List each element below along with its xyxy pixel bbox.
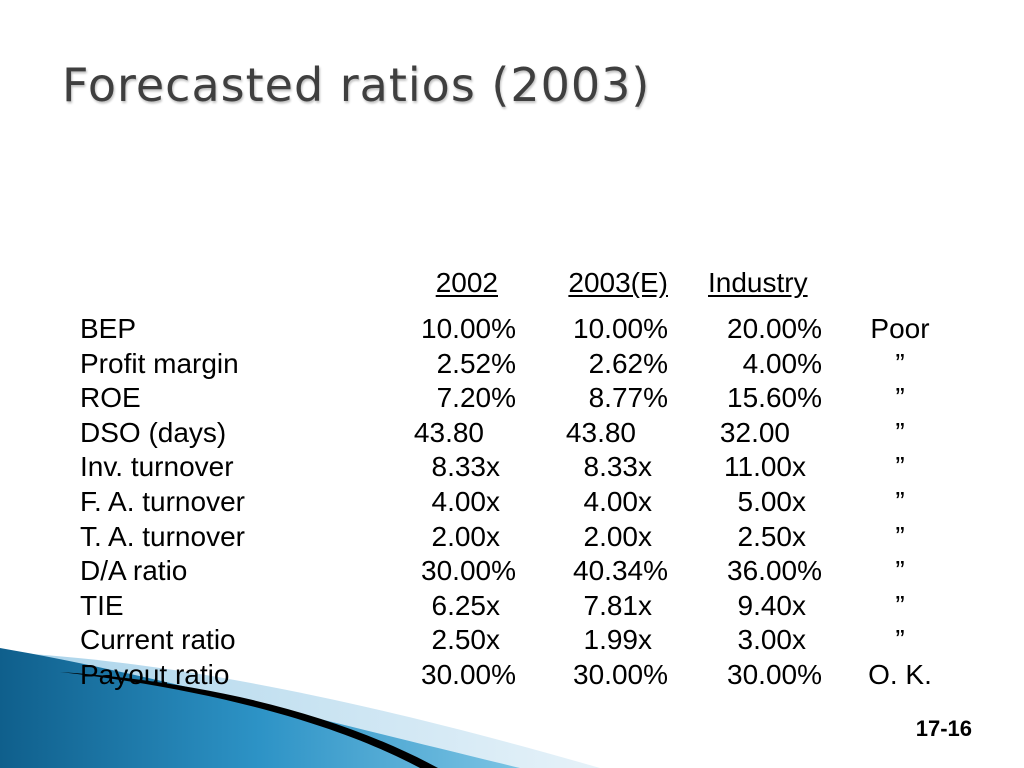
cell-evaluation: ” <box>895 486 905 517</box>
row-label: Inv. turnover <box>80 451 234 482</box>
cell-industry: 30.00% <box>727 659 822 690</box>
cell-industry: 15.60% <box>727 382 822 413</box>
cell-2002: 10.00% <box>421 313 516 344</box>
cell-evaluation: ” <box>895 624 905 655</box>
row-label: Payout ratio <box>80 659 230 690</box>
cell-industry: 36.00% <box>727 555 822 586</box>
cell-2002: 30.00% <box>421 555 516 586</box>
cell-2002: 2.50x <box>431 624 501 655</box>
cell-2003e: 2.00x <box>583 521 653 552</box>
page-number: 17-16 <box>915 716 972 741</box>
row-label: Current ratio <box>80 624 236 655</box>
header-2002: 2002 <box>435 267 498 298</box>
row-label: DSO (days) <box>80 417 227 448</box>
row-label: ROE <box>80 382 141 413</box>
cell-industry: 9.40x <box>737 590 807 621</box>
row-label: F. A. turnover <box>80 486 245 517</box>
cell-industry: 11.00x <box>724 451 806 482</box>
row-label: D/A ratio <box>80 555 188 586</box>
cell-industry: 4.00% <box>742 348 822 379</box>
cell-industry: 20.00% <box>727 313 822 344</box>
row-label: Profit margin <box>80 348 239 379</box>
cell-evaluation: ” <box>895 590 905 621</box>
cell-evaluation: ” <box>895 451 905 482</box>
cell-2003e: 10.00% <box>573 313 668 344</box>
cell-industry: 2.50x <box>737 521 807 552</box>
cell-2003e: 8.33x <box>583 451 653 482</box>
cell-2002: 6.25x <box>431 590 501 621</box>
cell-evaluation: Poor <box>870 313 930 344</box>
header-industry: Industry <box>708 267 808 298</box>
cell-evaluation: ” <box>895 555 905 586</box>
cell-evaluation: ” <box>895 382 905 413</box>
cell-2003e: 40.34% <box>573 555 668 586</box>
cell-industry: 5.00x <box>737 486 807 517</box>
cell-2002: 2.00x <box>431 521 501 552</box>
cell-2003e: 4.00x <box>583 486 653 517</box>
row-label: T. A. turnover <box>80 521 245 552</box>
row-label: BEP <box>80 313 137 344</box>
cell-2002: 2.52% <box>436 348 516 379</box>
cell-evaluation: ” <box>895 417 905 448</box>
cell-2002: 8.33x <box>431 451 501 482</box>
cell-evaluation: O. K. <box>868 659 932 690</box>
cell-2003e: 2.62% <box>588 348 668 379</box>
cell-2003e: 7.81x <box>583 590 653 621</box>
cell-2003e: 8.77% <box>588 382 668 413</box>
header-2003e: 2003(E) <box>568 267 668 298</box>
cell-industry: 3.00x <box>737 624 807 655</box>
cell-2002: 43.80 <box>413 417 484 448</box>
cell-evaluation: ” <box>895 521 905 552</box>
cell-2002: 30.00% <box>421 659 516 690</box>
cell-2003e: 43.80 <box>565 417 636 448</box>
cell-2002: 4.00x <box>431 486 501 517</box>
row-label: TIE <box>80 590 124 621</box>
cell-2003e: 1.99x <box>583 624 653 655</box>
cell-2002: 7.20% <box>436 382 516 413</box>
cell-industry: 32.00 <box>719 417 790 448</box>
cell-evaluation: ” <box>895 348 905 379</box>
slide-title: Forecasted ratios (2003) <box>62 58 651 112</box>
cell-2003e: 30.00% <box>573 659 668 690</box>
